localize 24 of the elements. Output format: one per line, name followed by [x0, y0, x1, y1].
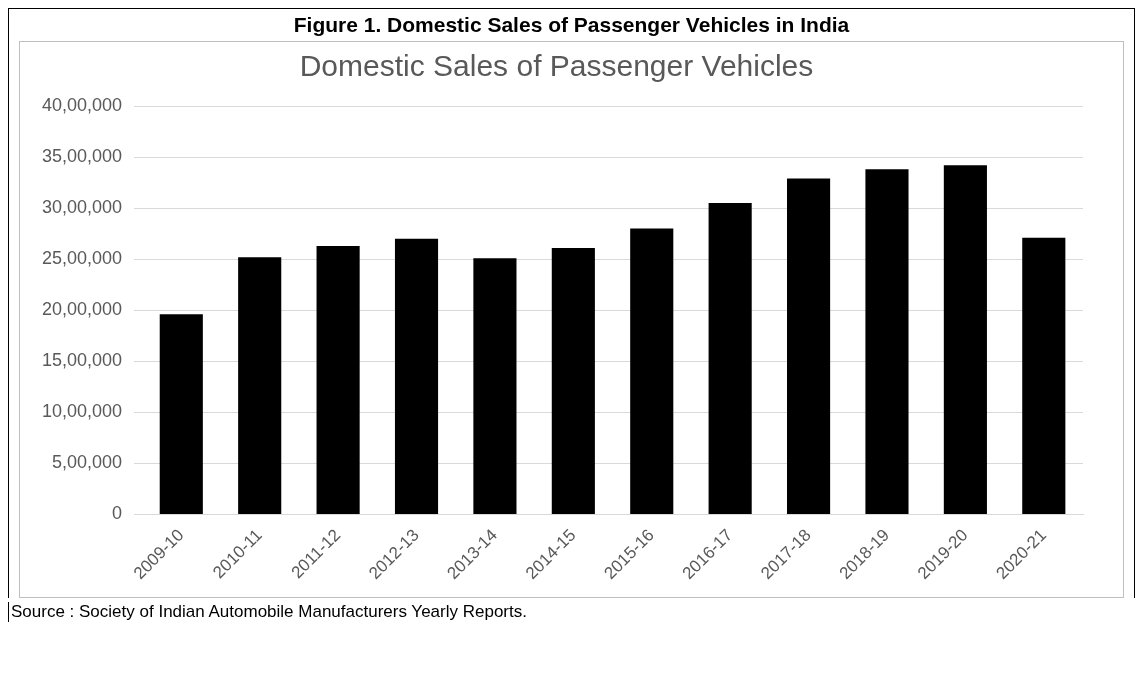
y-tick-label: 40,00,000 — [42, 94, 123, 115]
bar — [1022, 237, 1066, 514]
y-tick-label: 35,00,000 — [42, 146, 123, 167]
bar — [630, 228, 674, 514]
y-tick-label: 5,00,000 — [52, 452, 123, 473]
chart-subtitle: Domestic Sales of Passenger Vehicles — [299, 49, 814, 83]
y-tick-label: 0 — [112, 503, 123, 524]
y-tick-label: 25,00,000 — [42, 248, 123, 269]
bar — [394, 238, 439, 514]
bar — [473, 258, 517, 514]
bar — [316, 245, 360, 514]
bar — [865, 169, 909, 514]
chart-title: Figure 1. Domestic Sales of Passenger Vehicles in India — [292, 12, 851, 38]
y-tick-label: 15,00,000 — [42, 350, 123, 371]
bar — [787, 178, 831, 514]
y-tick-label: 30,00,000 — [42, 197, 123, 218]
bar — [551, 247, 595, 514]
bar — [708, 203, 752, 514]
y-tick-label: 10,00,000 — [42, 401, 123, 422]
y-tick-label: 20,00,000 — [42, 299, 123, 320]
bar — [159, 314, 203, 514]
source-note: Source : Society of Indian Automobile Manufacturers Yearly Reports. — [8, 602, 1135, 622]
bar — [238, 257, 282, 514]
bar — [943, 165, 987, 514]
